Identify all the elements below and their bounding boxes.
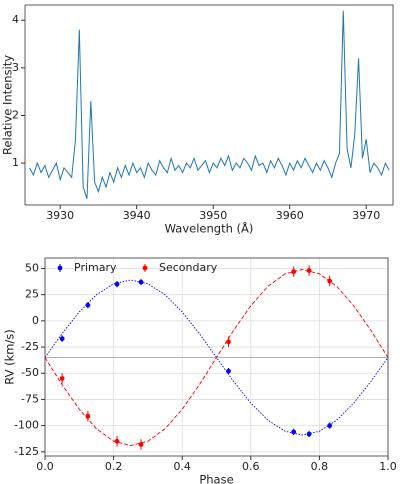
y-axis-label: RV (km/s) bbox=[3, 329, 17, 385]
data-point bbox=[306, 431, 312, 437]
data-point bbox=[291, 269, 297, 275]
x-tick-label: 3940 bbox=[123, 209, 151, 222]
y-tick-label: 25 bbox=[25, 288, 39, 301]
model-curve bbox=[44, 279, 389, 436]
legend-marker bbox=[142, 265, 148, 271]
y-tick-label: -50 bbox=[21, 366, 39, 379]
legend-label: Secondary bbox=[159, 261, 218, 274]
y-tick-label: 4 bbox=[12, 13, 19, 26]
data-point bbox=[327, 278, 333, 284]
data-point bbox=[138, 442, 144, 447]
y-tick-label: 2 bbox=[12, 108, 19, 121]
data-point bbox=[226, 339, 231, 345]
legend-marker bbox=[57, 265, 63, 271]
x-tick-label: 0.4 bbox=[173, 460, 191, 473]
x-tick-label: 1.0 bbox=[379, 460, 397, 473]
y-tick-label: -125 bbox=[14, 445, 39, 458]
x-tick-label: 0.6 bbox=[242, 460, 260, 473]
x-tick-label: 3950 bbox=[199, 209, 227, 222]
data-point bbox=[114, 438, 120, 444]
data-point bbox=[306, 268, 312, 273]
y-tick-label: -75 bbox=[21, 392, 39, 405]
data-point bbox=[59, 336, 65, 342]
y-tick-label: -25 bbox=[21, 340, 39, 353]
data-point bbox=[138, 279, 144, 285]
y-tick-label: 1 bbox=[12, 156, 19, 169]
x-tick-label: 3960 bbox=[276, 209, 304, 222]
x-tick-label: 3970 bbox=[352, 209, 380, 222]
y-axis-label: Relative Intensity bbox=[1, 55, 15, 155]
data-point bbox=[85, 413, 91, 419]
plot-frame bbox=[24, 4, 394, 206]
data-point bbox=[85, 302, 91, 308]
y-tick-label: 3 bbox=[12, 61, 19, 74]
spectrum-line bbox=[29, 10, 390, 199]
data-point bbox=[59, 376, 65, 381]
x-axis-label: Wavelength (Å) bbox=[165, 221, 254, 236]
x-axis-label: Phase bbox=[199, 473, 233, 484]
data-point bbox=[114, 281, 120, 287]
data-point bbox=[291, 429, 297, 435]
y-tick-label: 0 bbox=[32, 314, 39, 327]
x-tick-label: 0.8 bbox=[311, 460, 329, 473]
y-tick-label: -100 bbox=[14, 419, 39, 432]
data-point bbox=[226, 368, 231, 374]
y-tick-label: 50 bbox=[25, 261, 39, 274]
plot-frame bbox=[44, 257, 389, 457]
model-curve bbox=[44, 269, 389, 446]
x-tick-label: 3930 bbox=[46, 209, 74, 222]
legend-label: Primary bbox=[74, 261, 117, 274]
x-tick-label: 0.2 bbox=[105, 460, 123, 473]
x-tick-label: 0.0 bbox=[36, 460, 54, 473]
data-point bbox=[327, 423, 333, 429]
